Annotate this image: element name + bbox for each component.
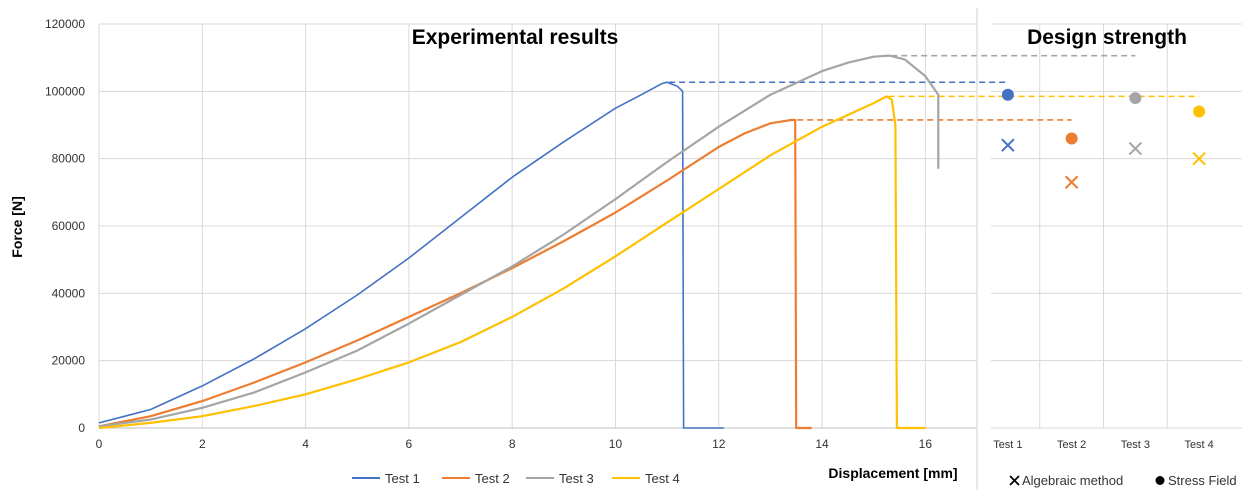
x-tick-label: 12 [712,437,726,451]
stress-field-point-3 [1129,92,1142,105]
right-chart-markers [1001,88,1206,189]
category-label: Test 4 [1184,439,1213,451]
category-label: Test 2 [1057,439,1086,451]
legend-label-stress-field: Stress Field [1168,473,1237,488]
y-axis-title: Force [N] [9,196,25,257]
chart-labels: 0 20000 40000 60000 80000 100000 120000 0 2 4 6 8 10… [45,17,1214,451]
legend-entry-test-4: Test 4 [612,471,680,486]
legend-x-marker-icon [1009,475,1020,486]
left-chart-gridlines [98,23,977,429]
stress-field-point-4 [1193,105,1206,118]
algebraic-point-4 [1192,151,1206,166]
legend-entry-algebraic: Algebraic method [1009,473,1123,488]
algebraic-point-1 [1001,138,1015,152]
series-line-test-4 [98,95,926,430]
legend-label-algebraic-method: Algebraic method [1022,473,1123,488]
x-tick-label: 14 [815,437,829,451]
left-chart-series [98,54,940,430]
stress-field-point-2 [1065,132,1078,145]
peak-reference-lines [669,54,1200,121]
right-chart-title: Design strength [1027,26,1187,49]
legend-entry-test-1: Test 1 [352,471,420,486]
algebraic-point-2 [1064,175,1079,189]
category-label: Test 3 [1121,439,1150,451]
y-tick-label: 60000 [52,219,86,233]
legend-entry-stress-field: Stress Field [1155,473,1237,488]
series-line-test-1 [98,81,724,429]
x-tick-label: 6 [406,437,413,451]
legend-label-test-2: Test 2 [475,471,510,486]
right-legend: Algebraic method Stress Field [1009,473,1237,488]
legend-label-test-1: Test 1 [385,471,420,486]
x-tick-label: 16 [919,437,933,451]
series-line-test-2 [98,118,812,430]
legend-label-test-3: Test 3 [559,471,594,486]
legend-label-test-4: Test 4 [645,471,680,486]
x-tick-label: 8 [509,437,516,451]
stress-field-point-1 [1001,88,1014,101]
y-tick-label: 0 [78,421,85,435]
category-label: Test 1 [993,439,1022,451]
x-tick-label: 0 [96,437,103,451]
y-tick-label: 100000 [45,84,85,98]
left-legend: Test 1 Test 2 Test 3 Test 4 [352,471,680,486]
x-tick-label: 4 [302,437,309,451]
legend-entry-test-2: Test 2 [442,471,510,486]
right-chart-gridlines [991,23,1242,429]
y-tick-label: 80000 [52,152,86,166]
legend-entry-test-3: Test 3 [526,471,594,486]
y-tick-label: 120000 [45,17,85,31]
series-line-test-3 [98,54,940,428]
left-chart-title: Experimental results [412,26,619,49]
x-tick-label: 10 [609,437,623,451]
algebraic-point-3 [1128,141,1143,156]
y-tick-label: 40000 [52,286,86,300]
y-tick-label: 20000 [52,354,86,368]
x-axis-title: Displacement [mm] [828,465,957,481]
x-tick-label: 2 [199,437,206,451]
legend-circle-marker-icon [1155,476,1165,485]
